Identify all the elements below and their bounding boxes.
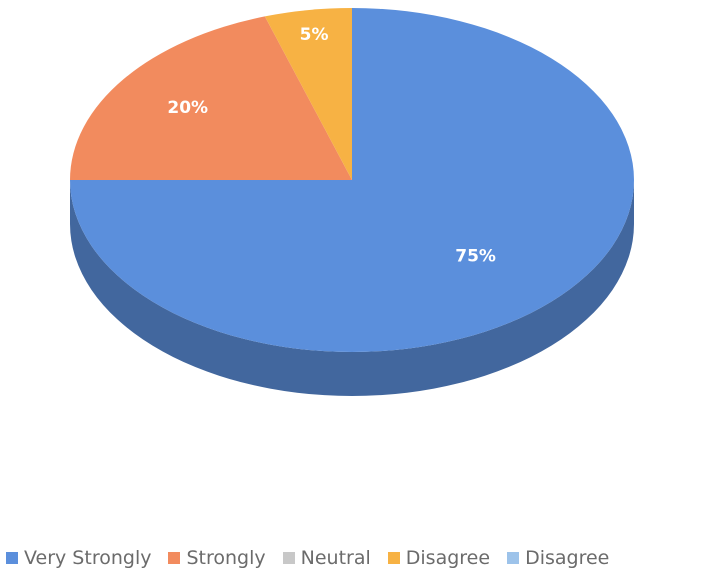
pie-data-labels: 75% 20% 5% (167, 25, 496, 267)
legend-item-2: Neutral (282, 547, 371, 569)
pie-chart: 75% 20% 5% (70, 8, 634, 396)
legend-swatch-3 (387, 552, 400, 564)
legend-swatch-1 (168, 552, 181, 564)
chart-legend: Very Strongly Strongly Neutral Disagree Disa… (6, 544, 704, 572)
legend-label-3: Disagree (405, 547, 491, 569)
legend-label-1: Strongly (186, 547, 266, 569)
legend-label-0: Very Strongly (24, 547, 152, 569)
legend-item-1: Strongly (168, 547, 266, 569)
legend-label-4: Disagree (525, 547, 610, 569)
legend-swatch-2 (282, 552, 295, 564)
legend-item-4: Disagree (507, 547, 609, 569)
legend-item-0: Very Strongly (6, 547, 151, 569)
pie-slice-3 (264, 8, 352, 180)
legend-item-3: Disagree (387, 547, 491, 569)
data-label-3: 5% (300, 25, 329, 45)
legend-swatch-0 (6, 552, 18, 564)
pie-side-walls (70, 180, 634, 396)
legend-label-2: Neutral (300, 547, 371, 569)
legend-swatch-4 (507, 552, 520, 564)
data-label-1: 20% (167, 98, 208, 118)
pie-top-faces (70, 8, 634, 352)
pie-slice-side-0 (70, 180, 634, 396)
pie-chart-svg: 75% 20% 5% (70, 8, 634, 396)
data-label-0: 75% (455, 246, 496, 266)
pie-slice-1 (70, 16, 352, 181)
